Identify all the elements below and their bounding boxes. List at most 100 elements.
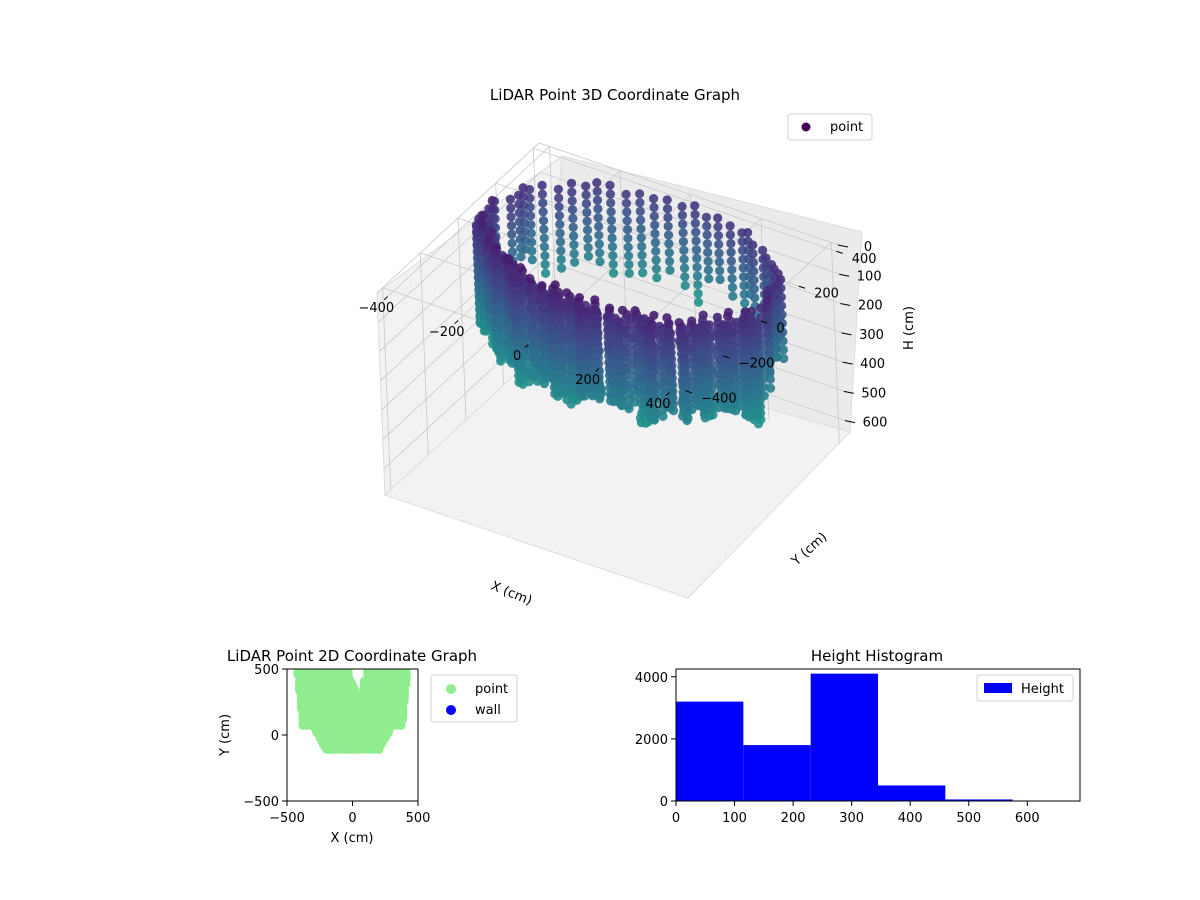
point-3d: [656, 366, 666, 376]
point-3d: [605, 359, 615, 369]
point-3d: [565, 377, 575, 387]
point-3d: [513, 351, 523, 362]
point-3d: [590, 295, 600, 305]
point-3d: [579, 372, 589, 382]
point-3d: [749, 284, 760, 294]
point-3d: [635, 372, 646, 382]
point-3d: [606, 320, 616, 330]
point-3d: [605, 180, 615, 190]
point-3d: [729, 374, 740, 384]
point-3d: [527, 367, 538, 377]
point-3d: [648, 376, 658, 386]
point-3d: [678, 228, 688, 238]
point-3d: [537, 331, 547, 341]
point-3d: [681, 383, 691, 393]
point-3d: [606, 207, 616, 217]
point-3d: [748, 249, 758, 259]
point-3d: [593, 340, 603, 350]
z-tick-label-3d-3: 300: [859, 328, 884, 343]
point-3d: [752, 393, 763, 403]
point-3d: [527, 255, 537, 265]
point-3d: [593, 204, 603, 214]
grid-3d-y-floor-4: [533, 147, 837, 252]
point-3d: [556, 263, 567, 273]
x-tick-label-3d-1: −200: [429, 325, 465, 340]
point-3d: [715, 274, 725, 285]
point-3d: [777, 310, 787, 320]
point-3d: [631, 333, 641, 343]
x-tick-3d-2: [524, 344, 529, 349]
chart-histogram: Height Histogram 0 100 200 300 400 500 6000200…: [635, 647, 1081, 826]
point-3d: [567, 187, 577, 197]
point-3d: [578, 352, 588, 362]
point-3d: [699, 353, 709, 364]
point-3d: [510, 287, 520, 297]
x-tick-label-hist-3: 300: [839, 811, 864, 826]
point-3d: [507, 238, 517, 248]
point-3d: [624, 260, 634, 270]
point-3d: [679, 263, 690, 273]
point-3d: [477, 210, 487, 221]
chart-2d: LiDAR Point 2D Coordinate Graph −500 0 500…: [218, 647, 518, 846]
point-3d: [668, 406, 679, 416]
z-tick-label-3d-1: 100: [857, 269, 882, 284]
point-3d: [700, 406, 710, 416]
y-tick-3d-4: [836, 250, 843, 254]
point-3d: [592, 314, 602, 324]
z-tick-label-3d-0: 0: [864, 240, 872, 255]
point-3d: [741, 341, 751, 351]
point-3d: [690, 201, 700, 211]
point-3d: [514, 377, 524, 387]
point-3d: [680, 377, 691, 387]
point-3d: [728, 335, 738, 345]
point-3d: [750, 329, 760, 339]
point-3d: [516, 263, 526, 273]
point-3d: [679, 245, 689, 255]
y-tick-label-hist-2: 4000: [635, 671, 668, 686]
legend-3d-box: [787, 113, 873, 141]
point-3d: [727, 322, 738, 332]
point-3d: [566, 178, 577, 188]
point-3d: [586, 365, 597, 375]
point-3d: [539, 378, 550, 389]
point-3d: [549, 363, 559, 373]
point-3d: [649, 396, 659, 406]
point-3d: [776, 283, 786, 293]
point-3d: [647, 351, 657, 361]
point-3d: [559, 317, 569, 327]
point-3d: [567, 196, 577, 206]
point-3d: [692, 271, 703, 281]
point-3d: [739, 313, 749, 323]
point-3d: [608, 387, 618, 397]
point-3d: [664, 318, 674, 328]
y-tick-3d-0: [685, 390, 693, 394]
point-3d: [714, 403, 724, 413]
y-axis-label-3d: Y (cm): [788, 530, 830, 570]
histogram-bars: [676, 673, 1013, 801]
point-3d: [539, 224, 549, 234]
point-3d: [616, 381, 626, 391]
point-3d: [725, 230, 736, 240]
point-3d: [664, 248, 674, 258]
point-3d: [592, 195, 603, 205]
point-3d: [649, 402, 659, 412]
point-3d: [595, 248, 605, 258]
point-3d: [752, 387, 762, 397]
point-3d: [680, 370, 690, 380]
point-3d: [689, 361, 699, 371]
point-3d: [650, 220, 660, 230]
point-3d: [681, 390, 691, 400]
point-3d: [720, 397, 730, 407]
x-tick-label-2d-0: −500: [269, 811, 305, 826]
point-3d: [570, 257, 580, 267]
point-3d: [527, 334, 538, 344]
x-tick-label-hist-0: 0: [672, 811, 680, 826]
point-3d: [593, 213, 603, 223]
point-3d: [621, 363, 631, 373]
point-3d: [729, 361, 739, 371]
point-3d: [538, 207, 548, 217]
z-tick-label-3d-4: 400: [860, 357, 885, 372]
point-3d: [648, 383, 658, 393]
point-3d: [510, 281, 520, 291]
